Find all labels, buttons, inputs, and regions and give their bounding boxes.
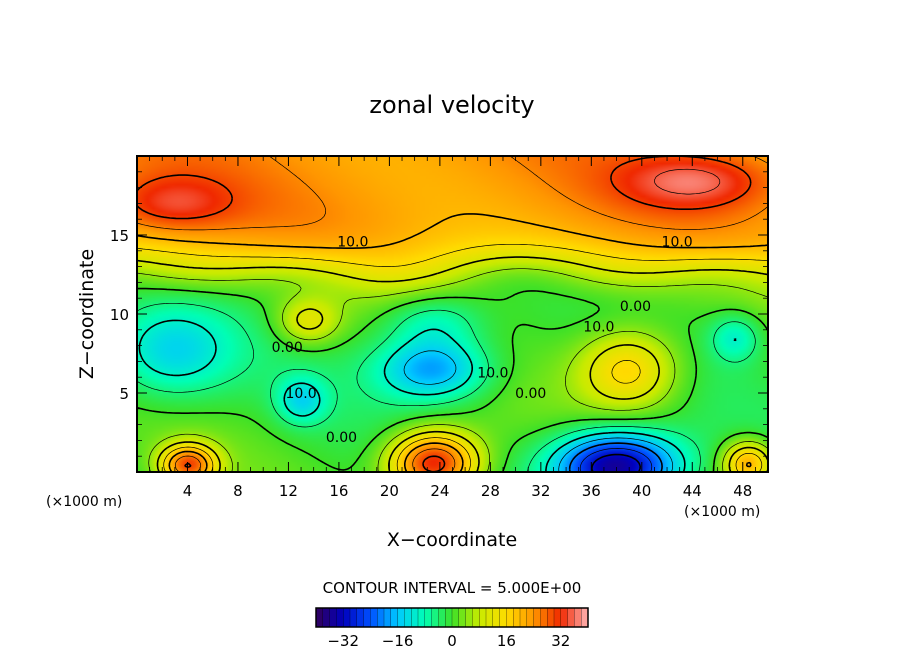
x-axis-label: X−coordinate xyxy=(387,529,517,551)
colorbar-cells xyxy=(315,607,589,628)
colorbar-cell xyxy=(526,607,535,628)
colorbar: −32 −16 0 16 32 xyxy=(315,607,589,650)
contour-line xyxy=(136,243,769,473)
x-unit-label-right: (×1000 m) xyxy=(684,504,760,520)
colorbar-cell xyxy=(492,607,501,628)
x-tick-label: 40 xyxy=(632,482,651,500)
contour-lines xyxy=(136,155,769,473)
colorbar-cell xyxy=(411,607,419,628)
contour-line xyxy=(579,448,653,473)
colorbar-cell xyxy=(465,607,473,628)
contour-label: 0.00 xyxy=(272,340,303,356)
contour-line xyxy=(136,287,769,473)
contour-line xyxy=(136,268,769,473)
colorbar-cell xyxy=(383,607,392,628)
colorbar-cell xyxy=(343,607,351,628)
contour-label: 10.0 xyxy=(285,386,316,402)
colorbar-tick-labels: −32 −16 0 16 32 xyxy=(327,632,570,650)
colorbar-tick-label: 0 xyxy=(447,632,457,650)
colorbar-cell xyxy=(438,607,446,628)
contour-label: 0.00 xyxy=(620,299,651,315)
x-tick-label: 32 xyxy=(531,482,550,500)
colorbar-cell xyxy=(370,607,378,628)
x-tick-label: 48 xyxy=(733,482,752,500)
colorbar-cell xyxy=(336,607,344,628)
colorbar-cell xyxy=(322,607,331,628)
x-tick-label: 4 xyxy=(183,482,193,500)
colorbar-tick-label: −32 xyxy=(327,632,359,650)
colorbar-tick-label: 32 xyxy=(551,632,570,650)
x-tick-label: 36 xyxy=(582,482,601,500)
colorbar-cell xyxy=(404,607,412,628)
velocity-field-image xyxy=(137,156,768,472)
colorbar-frame xyxy=(315,607,589,628)
x-tick-label: 8 xyxy=(233,482,243,500)
colorbar-tick-label: 16 xyxy=(497,632,516,650)
colorbar-cell xyxy=(581,607,589,628)
y-axis-label: Z−coordinate xyxy=(76,249,98,379)
x-axis-ticks: 4 8 12 16 20 24 28 32 36 40 44 48 xyxy=(149,156,756,500)
x-tick-label: 16 xyxy=(329,482,348,500)
colorbar-cell xyxy=(458,607,467,628)
colorbar-cell xyxy=(513,607,521,628)
colorbar-cell xyxy=(499,607,507,628)
contour-label: 10.0 xyxy=(583,320,614,336)
contour-line xyxy=(136,213,769,473)
colorbar-cell xyxy=(479,607,487,628)
x-tick-label: 20 xyxy=(380,482,399,500)
colorbar-cell xyxy=(390,607,399,628)
chart-title: zonal velocity xyxy=(369,91,534,119)
contour-labels: 10.0 10.0 0.00 10.0 0.00 10.0 0.00 10.0 0.00 xyxy=(272,234,693,446)
contour-label: 10.0 xyxy=(477,365,508,381)
colorbar-cell xyxy=(485,607,494,628)
x-tick-label: 28 xyxy=(481,482,500,500)
y-axis-ticks: 5 10 15 xyxy=(110,171,768,457)
contour-label: 10.0 xyxy=(662,234,693,250)
colorbar-cell xyxy=(363,607,371,628)
x-tick-label: 24 xyxy=(430,482,449,500)
colorbar-cell xyxy=(472,607,480,628)
contour-line xyxy=(136,155,752,473)
x-tick-label: 12 xyxy=(279,482,298,500)
colorbar-cell xyxy=(567,607,575,628)
colorbar-cell xyxy=(553,607,562,628)
colorbar-cell xyxy=(356,607,365,628)
colorbar-cell xyxy=(506,607,514,628)
colorbar-cell xyxy=(540,607,548,628)
contour-line xyxy=(591,453,641,473)
contour-label: 10.0 xyxy=(337,234,368,250)
colorbar-cell xyxy=(451,607,460,628)
colorbar-cell xyxy=(424,607,433,628)
colorbar-cell xyxy=(533,607,541,628)
colorbar-cell xyxy=(417,607,426,628)
y-tick-label: 5 xyxy=(119,385,129,403)
contour-line xyxy=(654,168,721,195)
x-unit-label-left: (×1000 m) xyxy=(46,494,122,510)
y-tick-label: 10 xyxy=(110,306,129,324)
colorbar-cell xyxy=(349,607,358,628)
colorbar-cell xyxy=(574,607,582,628)
contour-line xyxy=(136,256,769,473)
colorbar-cell xyxy=(445,607,453,628)
colorbar-cell xyxy=(377,607,385,628)
colorbar-cell xyxy=(315,607,324,628)
contour-line xyxy=(136,302,756,473)
contour-label: 0.00 xyxy=(326,430,357,446)
contour-label: 0.00 xyxy=(515,386,546,402)
colorbar-cell xyxy=(431,607,439,628)
colorbar-cell xyxy=(329,607,337,628)
colorbar-cell xyxy=(519,607,528,628)
contour-line xyxy=(403,350,674,473)
x-tick-label: 44 xyxy=(683,482,702,500)
contour-line xyxy=(138,319,737,473)
colorbar-cell xyxy=(547,607,555,628)
colorbar-tick-label: −16 xyxy=(382,632,414,650)
contour-line xyxy=(568,442,663,473)
colorbar-cell xyxy=(397,607,405,628)
contour-interval-text: CONTOUR INTERVAL = 5.000E+00 xyxy=(323,579,582,597)
y-tick-label: 15 xyxy=(110,227,129,245)
colorbar-cell xyxy=(560,607,569,628)
